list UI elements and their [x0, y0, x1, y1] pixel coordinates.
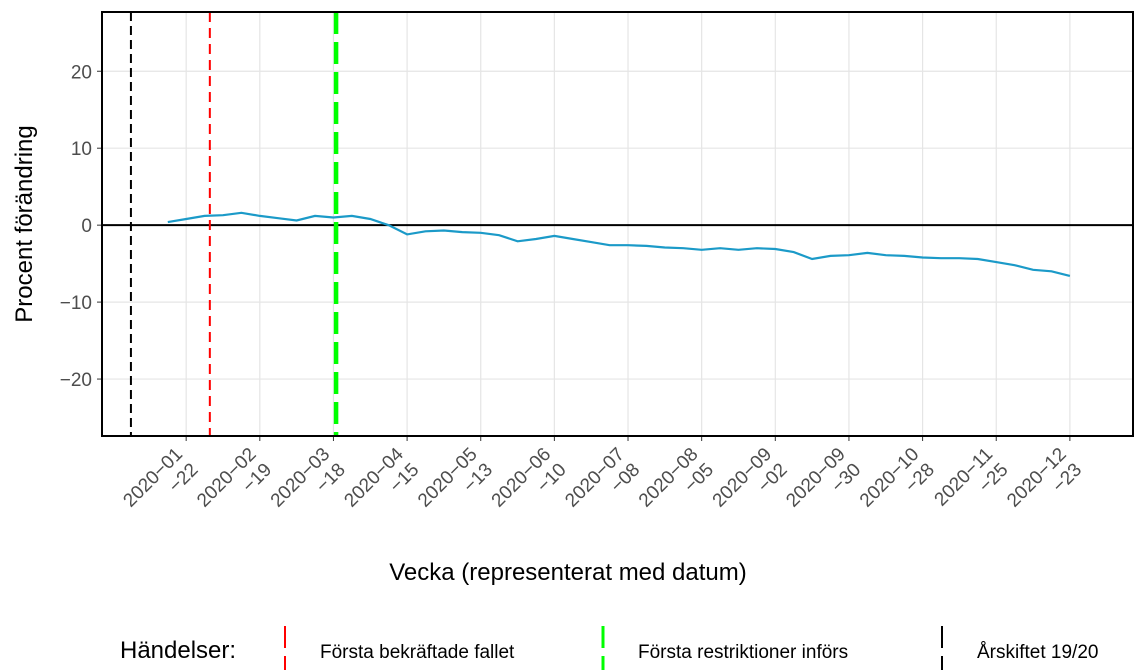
- x-tick-label: 2020−04−15: [340, 444, 423, 527]
- x-tick-label: 2020−05−13: [414, 444, 497, 527]
- legend-label: Första restriktioner införs: [638, 642, 848, 663]
- x-tick-label: 2020−09−02: [709, 444, 792, 527]
- x-tick-label: 2020−09−30: [782, 444, 865, 527]
- x-tick-label: 2020−08−05: [635, 444, 718, 527]
- x-tick-label: 2020−07−08: [561, 444, 644, 527]
- x-tick-label: 2020−11−25: [931, 444, 1013, 526]
- legend-title: Händelser:: [120, 637, 236, 664]
- y-tick-label: 0: [81, 216, 92, 237]
- legend-label: Årskiftet 19/20: [977, 642, 1098, 663]
- panel-border: [101, 11, 1134, 437]
- x-tick-label: 2020−10−28: [856, 444, 939, 527]
- x-tick-label: 2020−02−19: [193, 444, 276, 527]
- x-tick-label: 2020−03−18: [267, 444, 350, 527]
- x-axis-title: Vecka (representerat med datum): [389, 559, 747, 586]
- y-axis-title: Procent förändring: [11, 125, 38, 322]
- x-tick-label: 2020−06−10: [488, 444, 571, 527]
- x-tick-label: 2020−01−22: [119, 444, 202, 527]
- y-tick-label: −10: [60, 293, 92, 314]
- x-tick-label: 2020−12−23: [1003, 444, 1086, 527]
- y-tick-label: 20: [71, 62, 92, 83]
- y-tick-label: −20: [60, 370, 92, 391]
- data-line: [167, 211, 1071, 277]
- legend-label: Första bekräftade fallet: [320, 642, 515, 663]
- y-tick-label: 10: [71, 139, 92, 160]
